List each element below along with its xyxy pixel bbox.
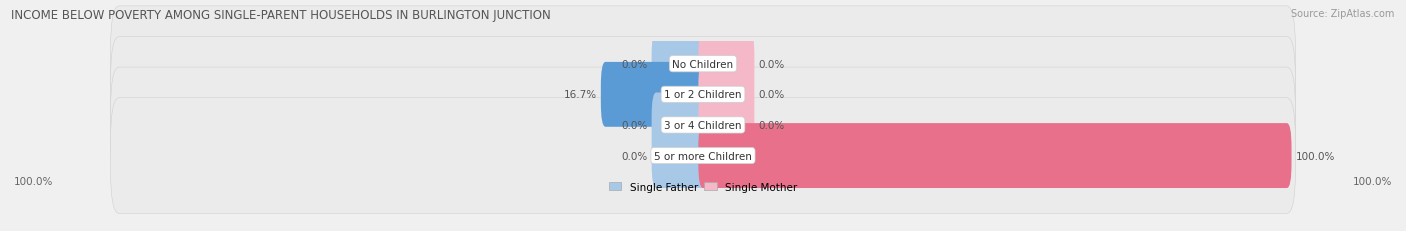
Text: 0.0%: 0.0% (758, 120, 785, 130)
Text: 16.7%: 16.7% (564, 90, 596, 100)
Legend: Single Father, Single Mother: Single Father, Single Mother (605, 178, 801, 196)
Text: 5 or more Children: 5 or more Children (654, 151, 752, 161)
Text: 0.0%: 0.0% (621, 151, 648, 161)
Text: Source: ZipAtlas.com: Source: ZipAtlas.com (1291, 9, 1395, 19)
FancyBboxPatch shape (600, 63, 707, 127)
FancyBboxPatch shape (111, 37, 1295, 152)
Text: 0.0%: 0.0% (758, 90, 785, 100)
FancyBboxPatch shape (651, 32, 707, 97)
Text: 100.0%: 100.0% (1353, 176, 1392, 186)
Text: INCOME BELOW POVERTY AMONG SINGLE-PARENT HOUSEHOLDS IN BURLINGTON JUNCTION: INCOME BELOW POVERTY AMONG SINGLE-PARENT… (11, 9, 551, 22)
Text: 100.0%: 100.0% (14, 176, 53, 186)
Text: No Children: No Children (672, 59, 734, 70)
FancyBboxPatch shape (699, 124, 1292, 188)
FancyBboxPatch shape (699, 93, 755, 158)
FancyBboxPatch shape (651, 93, 707, 158)
Text: 0.0%: 0.0% (621, 120, 648, 130)
Text: 3 or 4 Children: 3 or 4 Children (664, 120, 742, 130)
Text: 0.0%: 0.0% (621, 59, 648, 70)
FancyBboxPatch shape (111, 68, 1295, 183)
FancyBboxPatch shape (111, 7, 1295, 122)
FancyBboxPatch shape (651, 124, 707, 188)
Text: 0.0%: 0.0% (758, 59, 785, 70)
Text: 100.0%: 100.0% (1295, 151, 1334, 161)
Text: 1 or 2 Children: 1 or 2 Children (664, 90, 742, 100)
FancyBboxPatch shape (699, 32, 755, 97)
FancyBboxPatch shape (699, 63, 755, 127)
FancyBboxPatch shape (111, 98, 1295, 213)
